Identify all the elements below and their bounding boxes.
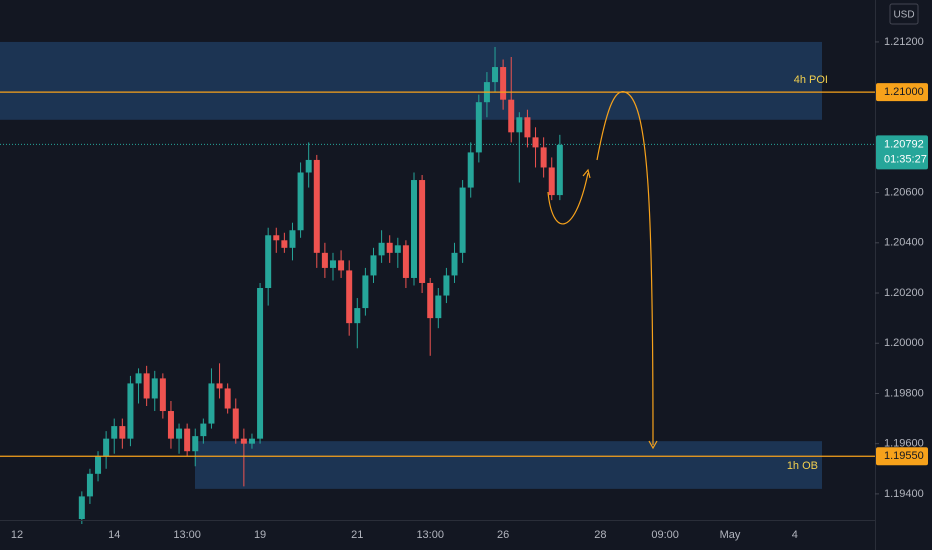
candle-body	[459, 187, 466, 253]
candle-body	[411, 180, 418, 278]
candle-body	[540, 147, 547, 168]
arrow-head	[582, 168, 591, 179]
projection-curve	[547, 172, 589, 225]
candle-body	[78, 496, 85, 519]
y-tick-label: 1.19800	[884, 387, 924, 399]
candle-body	[427, 282, 434, 319]
y-tick-label: 1.20600	[884, 186, 924, 198]
y-tick-label: 1.19400	[884, 488, 924, 500]
candle-body	[151, 378, 158, 399]
candle-body	[159, 378, 166, 412]
x-tick-label: 13:00	[173, 529, 201, 541]
candle-body	[232, 408, 239, 439]
candle-body	[313, 159, 320, 253]
x-tick-label: 14	[108, 529, 120, 541]
candle-body	[208, 383, 215, 424]
candle-body	[200, 423, 207, 437]
candle-body	[451, 252, 458, 276]
candle-body	[103, 438, 110, 457]
candle-body	[500, 67, 507, 100]
zone	[0, 41, 822, 120]
candle-body	[370, 255, 377, 276]
level-tag-label: 1.21000	[884, 86, 924, 98]
candle-body	[289, 230, 296, 248]
candle-body	[119, 426, 126, 439]
candle-body	[281, 240, 288, 248]
y-tick-label: 1.20200	[884, 287, 924, 299]
level-tag	[876, 447, 928, 466]
candle-body	[240, 438, 247, 444]
arrow-head	[648, 440, 658, 450]
candle-body	[95, 456, 102, 474]
candle-body	[192, 436, 199, 452]
level-tag	[876, 83, 928, 102]
level-tag-label: 1.19550	[884, 450, 924, 462]
candle-body	[362, 275, 369, 309]
candle-body	[394, 245, 401, 253]
candle-body	[184, 428, 191, 452]
x-tick-label: 4	[792, 529, 798, 541]
candle-body	[321, 252, 328, 268]
candle-body	[111, 426, 118, 439]
x-tick-label: 12	[11, 529, 23, 541]
y-tick-label: 1.19600	[884, 438, 924, 450]
zone-label: 4h POI	[794, 74, 828, 86]
candle-body	[346, 270, 353, 324]
countdown: 01:35:27	[884, 153, 927, 165]
candle-body	[329, 260, 336, 268]
y-tick-label: 1.20400	[884, 237, 924, 249]
last-price-tag	[876, 135, 928, 170]
candle-body	[516, 117, 523, 133]
x-tick-label: 09:00	[651, 529, 679, 541]
candle-body	[167, 411, 174, 439]
candle-body	[524, 117, 531, 138]
candle-body	[265, 235, 272, 288]
x-tick-label: 26	[497, 529, 509, 541]
candle-body	[419, 180, 426, 283]
candle-body	[386, 242, 393, 253]
candle-body	[338, 260, 345, 271]
candle-body	[273, 235, 280, 241]
candle-body	[402, 245, 409, 278]
candle-body	[127, 383, 134, 439]
candle-body	[248, 438, 255, 444]
candle-body	[378, 242, 385, 256]
zone-label: 1h OB	[787, 460, 818, 472]
candle-body	[548, 167, 555, 196]
currency-box[interactable]	[889, 3, 919, 25]
candle-body	[143, 373, 150, 399]
candle-body	[475, 102, 482, 153]
y-tick-label: 1.20000	[884, 337, 924, 349]
projection-curve	[596, 91, 654, 446]
candle-body	[86, 473, 93, 497]
plot: 4h POI 1h OB	[0, 41, 875, 525]
candle-body	[305, 159, 312, 173]
x-tick-label: May	[720, 529, 741, 541]
candle-body	[354, 308, 361, 324]
x-tick-label: 19	[254, 529, 266, 541]
candle-body	[556, 144, 563, 196]
x-tick-label: 13:00	[416, 529, 444, 541]
currency: USD	[893, 10, 914, 21]
candle-body	[224, 388, 231, 409]
y-tick-label: 1.21200	[884, 36, 924, 48]
candle-body	[508, 99, 515, 133]
x-tick-label: 21	[351, 529, 363, 541]
zone	[195, 441, 822, 489]
candle-body	[216, 383, 223, 389]
x-tick-label: 28	[594, 529, 606, 541]
candle-body	[176, 428, 183, 439]
candle-body	[467, 152, 474, 188]
candle-body	[492, 67, 499, 83]
candle-body	[135, 373, 142, 384]
candle-body	[443, 275, 450, 296]
candle-body	[435, 295, 442, 319]
last-price-label: 1.20792	[884, 138, 924, 150]
candle-body	[257, 287, 264, 439]
candle-body	[297, 172, 304, 231]
candle-body	[532, 137, 539, 148]
